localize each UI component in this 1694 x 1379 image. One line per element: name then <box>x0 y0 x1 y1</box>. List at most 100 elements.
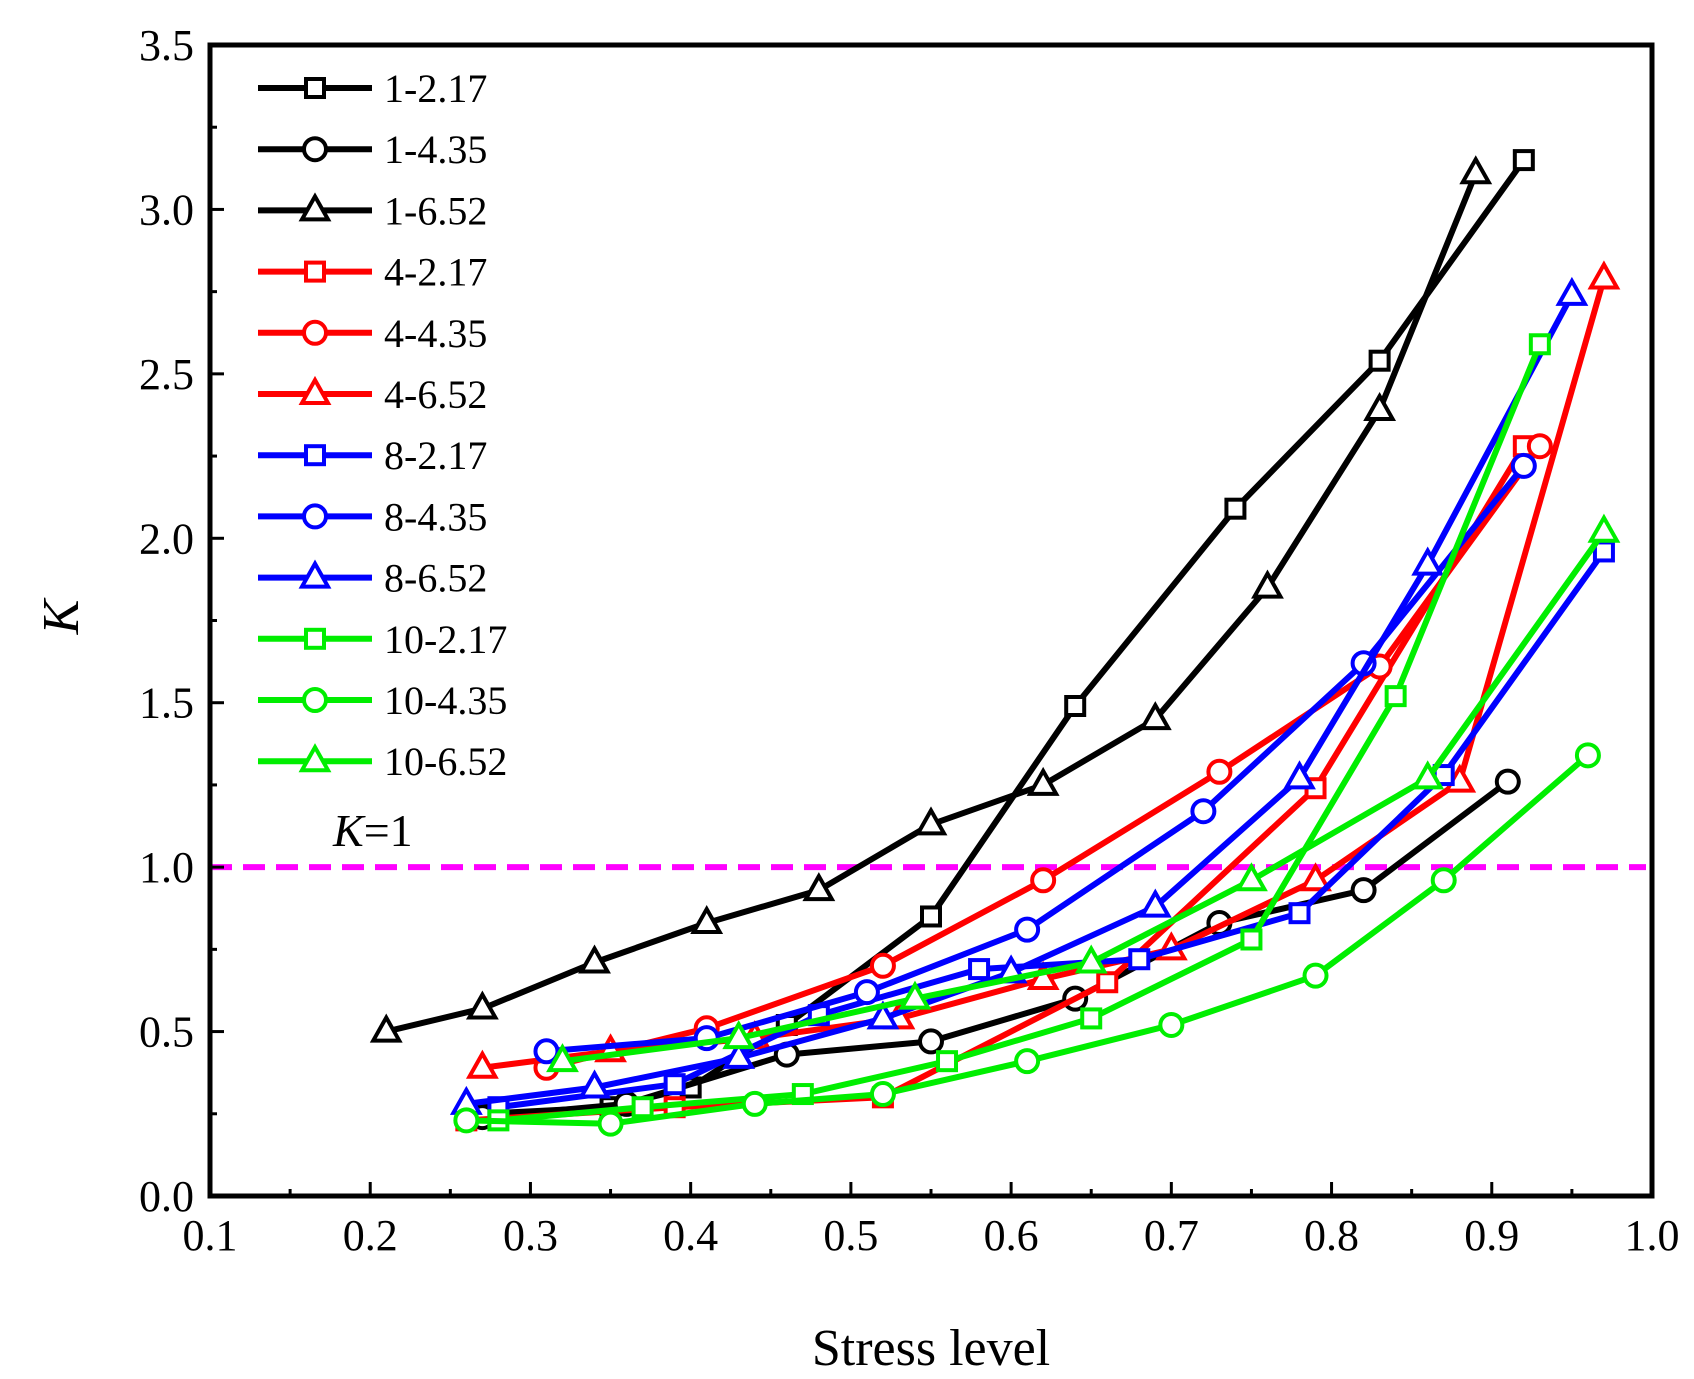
reference-line-label-value: =1 <box>364 805 413 856</box>
data-point-1-6.52 <box>1138 701 1172 731</box>
legend-label: 10-6.52 <box>384 739 507 784</box>
data-point-1-6.52 <box>465 990 499 1020</box>
series-layer <box>369 149 1621 1137</box>
legend-marker <box>302 687 328 713</box>
data-point-1-6.52 <box>690 904 724 935</box>
data-point-1-2.17 <box>920 905 942 928</box>
data-point-10-4.35 <box>1430 867 1457 894</box>
series-line-4-6.52 <box>482 277 1607 1071</box>
data-point-4-4.35 <box>869 952 896 979</box>
legend-item-8-6.52: 8-6.52 <box>258 556 487 601</box>
data-point-1-4.35 <box>1494 768 1521 795</box>
legend-label: 8-4.35 <box>384 494 487 539</box>
legend-item-10-6.52: 10-6.52 <box>258 739 507 784</box>
data-point-10-4.35 <box>1158 1011 1185 1038</box>
series-10-6.52 <box>546 513 1621 1073</box>
legend-label: 4-6.52 <box>384 372 487 417</box>
data-point-4-4.35 <box>1526 433 1553 460</box>
data-point-8-4.35 <box>1510 452 1537 479</box>
series-line-1-4.35 <box>482 779 1510 1121</box>
data-point-4-4.35 <box>1206 758 1233 785</box>
legend-label: 1-6.52 <box>384 188 487 233</box>
legend-label: 4-2.17 <box>384 250 487 295</box>
legend-item-8-4.35: 8-4.35 <box>258 494 487 539</box>
data-point-10-2.17 <box>936 1050 959 1073</box>
data-point-1-6.52 <box>1363 391 1397 422</box>
x-tick-label: 0.2 <box>343 1211 398 1260</box>
legend-marker <box>304 444 326 467</box>
legend-item-8-2.17: 8-2.17 <box>258 433 487 478</box>
data-point-10-2.17 <box>1240 928 1263 951</box>
data-point-10-2.17 <box>1528 333 1551 356</box>
legend-label: 1-4.35 <box>384 127 487 172</box>
data-point-10-6.52 <box>722 1020 756 1050</box>
legend-marker <box>302 319 328 346</box>
data-point-10-4.35 <box>869 1081 896 1108</box>
legend-marker <box>304 260 326 283</box>
data-point-1-6.52 <box>1459 155 1493 185</box>
data-point-1-6.52 <box>578 944 611 974</box>
y-tick-label: 3.5 <box>139 21 194 70</box>
data-point-10-6.52 <box>1587 513 1621 543</box>
data-point-1-2.17 <box>1064 695 1087 718</box>
legend-label: 8-6.52 <box>384 556 487 601</box>
legend-marker <box>298 559 332 589</box>
data-point-10-4.35 <box>1014 1048 1041 1075</box>
data-point-8-6.52 <box>722 1039 756 1069</box>
x-tick-label: 0.8 <box>1304 1211 1359 1260</box>
data-point-4-4.35 <box>1030 867 1057 894</box>
data-point-10-4.35 <box>453 1107 480 1134</box>
data-point-10-2.17 <box>1384 685 1407 708</box>
legend-label: 1-2.17 <box>384 66 487 111</box>
x-tick-label: 0.3 <box>503 1211 558 1260</box>
legend-item-1-6.52: 1-6.52 <box>258 188 487 233</box>
data-point-8-4.35 <box>533 1038 560 1065</box>
data-point-8-2.17 <box>663 1073 686 1096</box>
x-axis-title: Stress level <box>812 1320 1050 1377</box>
axes-layer: 0.1 0.2 0.3 0.4 0.5 0.6 0.7 0.8 0.9 1.0 0.0 0.5 1.0 1… <box>139 21 1680 1260</box>
legend: 1-2.17 1-4.35 1-6.52 4-2.17 4-4.35 4-6.52 8-2.… <box>258 66 507 784</box>
data-point-8-4.35 <box>853 979 880 1006</box>
legend-label: 4-4.35 <box>384 311 487 356</box>
y-tick-label: 1.0 <box>139 843 194 892</box>
series-8-2.17 <box>487 540 1615 1119</box>
legend-item-1-2.17: 1-2.17 <box>258 66 487 111</box>
data-point-8-2.17 <box>1288 902 1311 925</box>
series-10-4.35 <box>453 742 1601 1137</box>
legend-label: 10-4.35 <box>384 678 507 723</box>
data-point-8-4.35 <box>1190 798 1217 825</box>
data-point-1-6.52 <box>369 1013 403 1043</box>
y-tick-label: 1.5 <box>139 679 194 728</box>
legend-label: 8-2.17 <box>384 433 487 478</box>
x-tick-label: 0.9 <box>1464 1211 1519 1260</box>
data-point-1-2.17 <box>1224 497 1247 520</box>
series-8-4.35 <box>533 452 1537 1065</box>
data-point-8-4.35 <box>1014 916 1041 943</box>
x-tick-label: 0.5 <box>823 1211 878 1260</box>
series-line-10-6.52 <box>562 529 1607 1065</box>
legend-marker <box>298 743 332 773</box>
legend-marker <box>298 192 332 222</box>
data-point-10-6.52 <box>898 980 932 1010</box>
data-point-8-2.17 <box>968 958 991 981</box>
reference-line-label: K=1 <box>332 805 413 856</box>
y-tick-label: 0.5 <box>139 1008 194 1057</box>
data-point-10-4.35 <box>1302 962 1329 989</box>
data-point-1-6.52 <box>802 872 836 902</box>
y-tick-label: 0.0 <box>139 1172 194 1221</box>
data-point-10-6.52 <box>1411 760 1445 790</box>
x-tick-label: 1.0 <box>1625 1211 1680 1260</box>
data-point-10-4.35 <box>741 1090 768 1117</box>
data-point-4-6.52 <box>1299 862 1332 892</box>
y-axis-title: K <box>33 597 90 635</box>
data-point-8-6.52 <box>1138 888 1172 918</box>
data-point-10-4.35 <box>1574 742 1601 769</box>
data-point-4-6.52 <box>465 1049 499 1079</box>
series-line-8-2.17 <box>498 549 1607 1111</box>
legend-item-4-2.17: 4-2.17 <box>258 250 487 295</box>
legend-item-4-6.52: 4-6.52 <box>258 372 487 417</box>
legend-item-10-4.35: 10-4.35 <box>258 678 507 723</box>
reference-line-label-variable: K <box>332 805 366 856</box>
legend-marker <box>304 77 326 99</box>
